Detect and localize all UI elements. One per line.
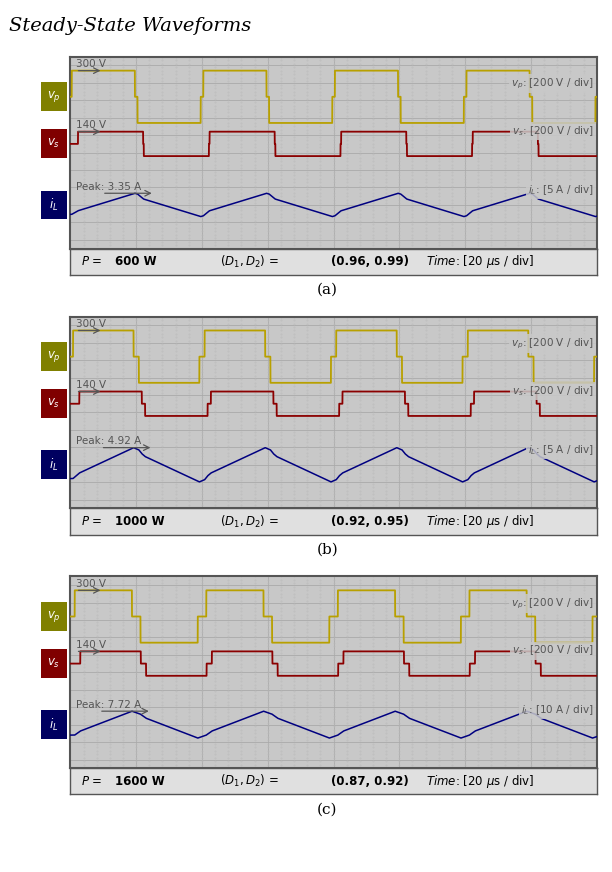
Text: $\mathit{Time}$: [20 $\mu$s / div]: $\mathit{Time}$: [20 $\mu$s / div]: [426, 773, 534, 790]
Text: $\mathit{v_s}$: $\mathit{v_s}$: [47, 657, 61, 671]
Text: $\mathit{v}_{p}$: [200 V / div]: $\mathit{v}_{p}$: [200 V / div]: [511, 77, 594, 91]
Text: (0.96, 0.99): (0.96, 0.99): [331, 255, 409, 268]
Text: $\mathit{v}_{s}$: [200 V / div]: $\mathit{v}_{s}$: [200 V / div]: [512, 124, 594, 138]
Text: $\mathit{i}_{L}$: [5 A / div]: $\mathit{i}_{L}$: [5 A / div]: [528, 443, 594, 457]
Text: $\mathit{v_p}$: $\mathit{v_p}$: [47, 89, 61, 105]
Text: Peak: 7.72 A: Peak: 7.72 A: [76, 700, 141, 710]
Text: $\mathit{i_L}$: $\mathit{i_L}$: [49, 717, 59, 732]
Text: $\mathit{v_p}$: $\mathit{v_p}$: [47, 349, 61, 364]
Text: $P$ =: $P$ =: [81, 515, 103, 528]
Text: $\mathit{i_L}$: $\mathit{i_L}$: [49, 197, 59, 213]
Text: (b): (b): [316, 542, 338, 556]
Text: (0.87, 0.92): (0.87, 0.92): [331, 775, 409, 787]
Text: 300 V: 300 V: [76, 59, 106, 70]
Text: 600 W: 600 W: [115, 255, 157, 268]
Text: $(D_1, D_2)$ =: $(D_1, D_2)$ =: [220, 254, 280, 269]
Text: Steady-State Waveforms: Steady-State Waveforms: [9, 17, 252, 36]
Text: (a): (a): [317, 283, 338, 296]
Text: (0.92, 0.95): (0.92, 0.95): [331, 515, 409, 528]
Text: 300 V: 300 V: [76, 319, 106, 330]
Text: 140 V: 140 V: [76, 640, 106, 651]
Text: $\mathit{i}_{L}$: [5 A / div]: $\mathit{i}_{L}$: [5 A / div]: [528, 183, 594, 197]
Text: $(D_1, D_2)$ =: $(D_1, D_2)$ =: [220, 514, 280, 529]
Text: $P$ =: $P$ =: [81, 255, 103, 268]
Text: $P$ =: $P$ =: [81, 775, 103, 787]
Text: $\mathit{v_s}$: $\mathit{v_s}$: [47, 397, 61, 411]
Text: 1000 W: 1000 W: [115, 515, 165, 528]
Text: $\mathit{v_s}$: $\mathit{v_s}$: [47, 137, 61, 151]
Text: $\mathit{Time}$: [20 $\mu$s / div]: $\mathit{Time}$: [20 $\mu$s / div]: [426, 513, 534, 530]
Text: $\mathit{v}_{p}$: [200 V / div]: $\mathit{v}_{p}$: [200 V / div]: [511, 596, 594, 610]
Text: 1600 W: 1600 W: [115, 775, 165, 787]
Text: $\mathit{v}_{p}$: [200 V / div]: $\mathit{v}_{p}$: [200 V / div]: [511, 337, 594, 351]
Text: $\mathit{i}_{L}$: [10 A / div]: $\mathit{i}_{L}$: [10 A / div]: [521, 703, 594, 717]
Text: 140 V: 140 V: [76, 120, 106, 131]
Text: 300 V: 300 V: [76, 579, 106, 589]
Text: (c): (c): [317, 802, 338, 816]
Text: $(D_1, D_2)$ =: $(D_1, D_2)$ =: [220, 773, 280, 789]
Text: Peak: 4.92 A: Peak: 4.92 A: [76, 436, 141, 446]
Text: $\mathit{v_p}$: $\mathit{v_p}$: [47, 609, 61, 624]
Text: $\mathit{v}_{s}$: [200 V / div]: $\mathit{v}_{s}$: [200 V / div]: [512, 644, 594, 657]
Text: 140 V: 140 V: [76, 380, 106, 391]
Text: $\mathit{i_L}$: $\mathit{i_L}$: [49, 457, 59, 473]
Text: $\mathit{v}_{s}$: [200 V / div]: $\mathit{v}_{s}$: [200 V / div]: [512, 384, 594, 398]
Text: $\mathit{Time}$: [20 $\mu$s / div]: $\mathit{Time}$: [20 $\mu$s / div]: [426, 253, 534, 270]
Text: Peak: 3.35 A: Peak: 3.35 A: [76, 182, 141, 192]
